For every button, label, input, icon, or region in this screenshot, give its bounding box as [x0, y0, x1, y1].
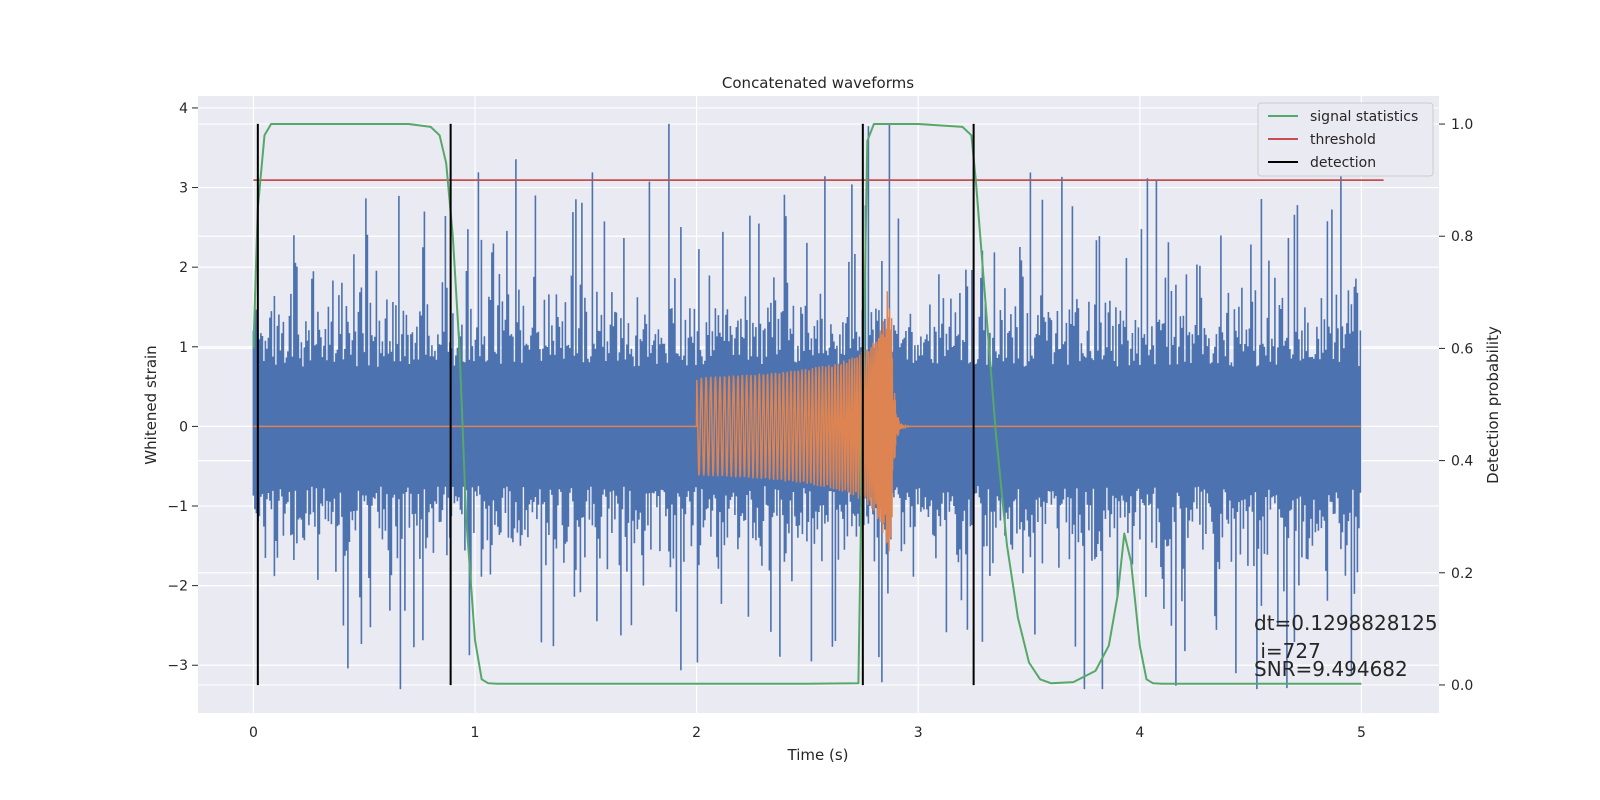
- template-chirp-trace: [253, 291, 1362, 552]
- annotation-index: i=727: [1254, 639, 1321, 663]
- x-tick-label: 5: [1357, 725, 1366, 741]
- legend-entry-threshold: threshold: [1310, 132, 1376, 148]
- signal-statistics-line: [252, 123, 1362, 685]
- detection-lines: [252, 123, 1384, 686]
- x-tick-label: 3: [914, 725, 923, 741]
- annotation-dt: dt=0.1298828125: [1254, 611, 1438, 635]
- waveform-template-series: [253, 291, 1362, 552]
- legend-entry-detection: detection: [1310, 155, 1376, 171]
- y2-axis-label: Detection probability: [1484, 326, 1502, 484]
- y-tick-label: 3: [179, 181, 188, 197]
- y2-tick-label: 0.6: [1451, 341, 1473, 357]
- y-tick-label: 1: [179, 340, 188, 356]
- y-axis-label: Whitened strain: [142, 345, 160, 464]
- y2-tick-label: 1.0: [1451, 117, 1473, 133]
- y-tick-label: −3: [167, 658, 188, 674]
- legend-box: [1257, 102, 1434, 177]
- x-tick-label: 4: [1135, 725, 1144, 741]
- x-tick-label: 1: [471, 725, 480, 741]
- chart-title: Concatenated waveforms: [722, 74, 914, 92]
- y2-tick-label: 0.2: [1451, 566, 1473, 582]
- x-axis-label: Time (s): [787, 746, 849, 764]
- x-tick-label: 0: [249, 725, 258, 741]
- x-tick-label: 2: [692, 725, 701, 741]
- legend-entry-signal-statistics: signal statistics: [1310, 109, 1418, 125]
- axis-ticks: 0 1 2 3 4 5 −3 −2 −1 0 1 2 3 4 0.0 0.2 0.4 0.6 0.8 1.0: [167, 101, 1473, 741]
- y2-tick-label: 0.4: [1451, 454, 1473, 470]
- y2-tick-label: 0.0: [1451, 678, 1473, 694]
- y2-tick-label: 0.8: [1451, 229, 1473, 245]
- y-tick-label: −2: [167, 579, 188, 595]
- y-tick-label: 0: [179, 419, 188, 435]
- y-tick-label: −1: [167, 499, 188, 515]
- legend: signal statistics threshold detection: [1257, 102, 1434, 177]
- y-tick-label: 2: [179, 260, 188, 276]
- y-tick-label: 4: [179, 101, 188, 117]
- annotation-snr: SNR=9.494682: [1254, 657, 1408, 681]
